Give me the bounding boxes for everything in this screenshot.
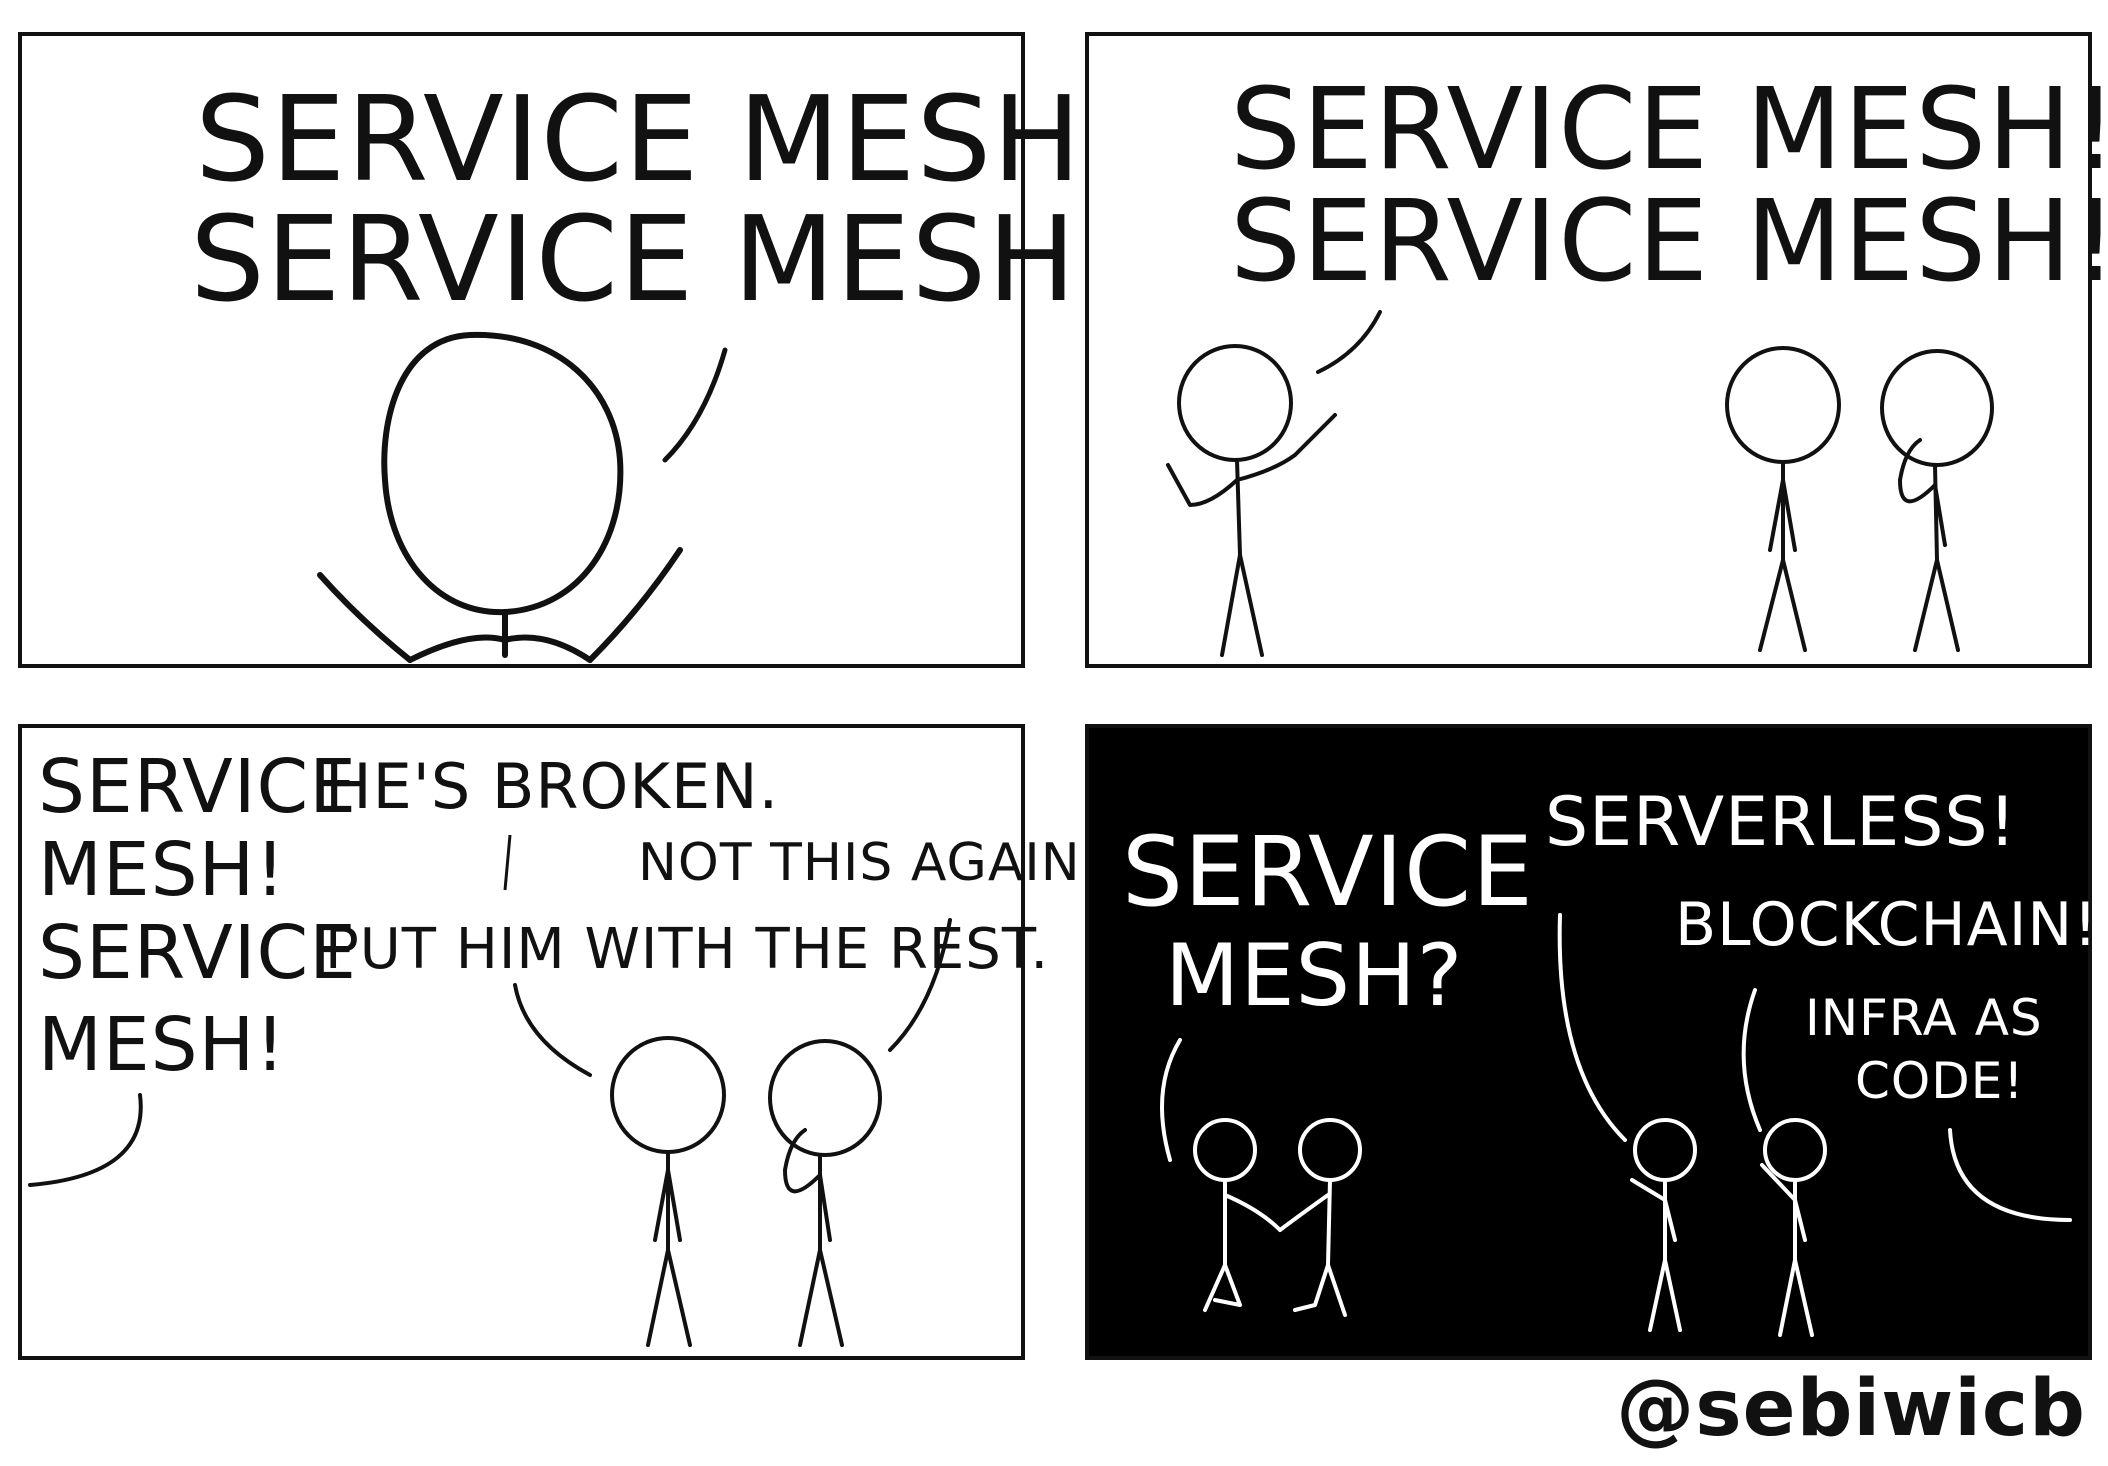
panel-3-border [18,724,1025,1360]
panel-4-figure-1-arm [1223,1193,1282,1232]
panel-3-shout-3: SERVICE [38,910,357,996]
panel-2-listener-1-leg-right [1781,558,1807,652]
panel-4-question-1: SERVICE [1122,816,1534,928]
panel-2-listener-2-hand-chin [1898,438,1937,504]
panel-3-shout-tail [28,1093,143,1187]
panel-3-broken-tick [503,834,512,891]
panel-3-figure-a [610,1036,726,1347]
panel-2-cheering-body [1235,458,1242,557]
panel-3-shout-2: MESH! [38,827,286,913]
panel-4-blockchain: BLOCKCHAIN! [1675,890,2098,960]
panel-2-listener-2-arm [1933,483,1947,547]
panel-2-listener-2 [1880,349,1994,652]
panel-4-infra-1: INFRA AS [1805,989,2043,1047]
panel-3-shout-1: SERVICE [38,744,357,830]
panel-2-listener-2-leg-left [1913,558,1939,652]
panel-2-cheering-arm-left [1166,463,1239,507]
panel-1-shoulder [407,634,593,663]
panel-4-figure-3-arm [1630,1178,1677,1242]
panel-2-listener-2-leg-right [1935,558,1960,652]
panel-3: SERVICE MESH! SERVICE MESH! HE'S BROKEN.… [18,724,1098,1360]
panel-2-cheering-leg-right [1238,553,1264,657]
panel-4-blockchain-tail [1741,988,1762,1132]
panel-4-question-tail [1160,1038,1182,1162]
panel-3-figure-a-leg-right [666,1248,692,1347]
panel-2-listener-1-arms [1768,478,1797,552]
panel-4-figure-2-arm [1278,1193,1330,1232]
panel-4-right-figures [1630,1118,1827,1337]
panel-3-figure-b-head [768,1039,882,1157]
panel-4-figure-4-arm [1760,1163,1807,1242]
panel-4-background [1085,724,2092,1360]
panel-4-infra-2: CODE! [1855,1052,2024,1110]
panel-4-figure-2-body [1326,1178,1332,1267]
panel-3-figure-a-leg-left [646,1248,670,1347]
panel-4-handshake-figures [1193,1118,1362,1317]
panel-3-figure-b-arm [818,1173,832,1242]
panel-1-arm-left [317,572,413,663]
panel-2-listener-2-body [1933,463,1939,562]
panel-4-serverless-tail [1557,913,1627,1142]
panel-1: SERVICE MESH! SERVICE MESH! [18,32,1130,668]
panel-3-figure-b [768,1039,882,1347]
panel-2-cheering-arm-right [1235,413,1337,482]
panel-2-listener-1 [1725,346,1841,652]
panel-4-serverless: SERVERLESS! [1545,783,2017,862]
panel-2-listener-1-leg-left [1758,558,1785,652]
panel-3-again-tail [888,918,952,1052]
panel-4: SERVICE MESH? SERVERLESS! BLOCKCHAIN! IN… [1085,724,2098,1360]
panel-2-figure-cheering [1166,344,1337,657]
panel-4-question-2: MESH? [1165,926,1463,1026]
panel-2-speech-tail [1316,310,1382,374]
panel-4-figure-3-legs [1648,1258,1682,1332]
panel-3-figure-b-leg-right [818,1248,844,1347]
panel-4-infra-tail [1948,1128,2072,1222]
panel-1-line-1: SERVICE MESH! [195,70,1130,208]
panel-4-figure-2-legs [1293,1263,1347,1317]
panel-1-line-2: SERVICE MESH! [190,190,1125,328]
panel-2: SERVICE MESH! SERVICE MESH! [1085,32,2108,668]
panel-4-figure-1-legs [1203,1263,1242,1312]
panel-2-cheering-leg-left [1220,553,1242,657]
panel-3-rest: PUT HIM WITH THE REST. [325,917,1049,982]
panel-1-border [18,32,1025,668]
panel-3-shout-4: MESH! [38,1002,286,1088]
panel-2-line-1: SERVICE MESH! [1230,65,2108,195]
panel-4-figure-4-legs [1778,1258,1814,1337]
panel-1-arm-right [587,547,683,663]
panel-3-rest-tail [513,983,592,1077]
panel-3-again: NOT THIS AGAIN. [638,833,1098,893]
panel-2-line-2: SERVICE MESH! [1230,177,2108,307]
panel-3-figure-a-arms [653,1168,682,1242]
panel-1-speech-tail [662,347,728,463]
author-credit: @sebiwicb [1616,1364,2086,1454]
panel-3-figure-b-leg-left [798,1248,822,1347]
panel-3-figure-b-hand-chin [783,1128,822,1194]
panel-1-figure [317,331,683,663]
panel-3-broken: HE'S BROKEN. [325,750,779,823]
